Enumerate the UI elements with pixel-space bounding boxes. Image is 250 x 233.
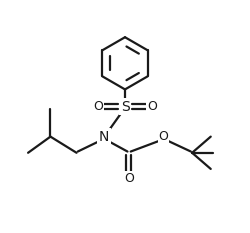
Text: N: N <box>99 130 109 144</box>
Text: O: O <box>93 100 103 113</box>
Text: O: O <box>124 172 134 185</box>
Text: O: O <box>158 130 168 143</box>
Text: S: S <box>121 100 130 114</box>
Text: O: O <box>147 100 157 113</box>
